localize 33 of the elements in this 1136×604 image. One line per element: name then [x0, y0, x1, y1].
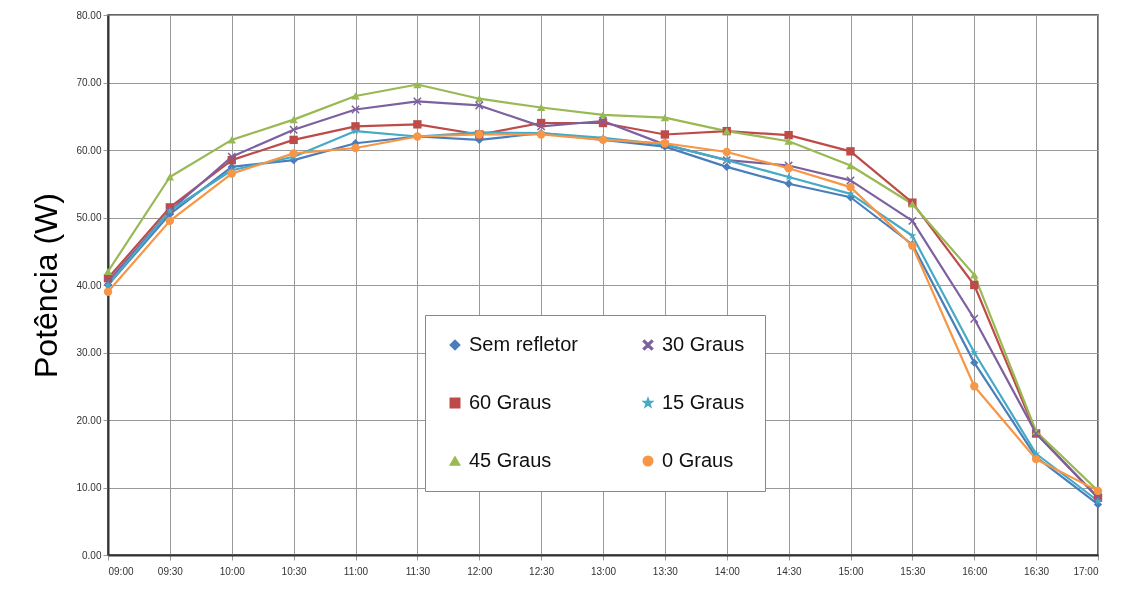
y-tick-label: 40.00: [76, 279, 102, 291]
x-tick-label: 09:00: [108, 565, 134, 577]
x-tick-label: 13:00: [590, 565, 617, 577]
x-tick-label: 15:30: [900, 565, 926, 577]
x-tick-label: 13:30: [652, 565, 679, 577]
y-tick-label: 80.00: [76, 9, 102, 21]
x-tick-label: 10:30: [281, 565, 308, 577]
legend-label: 0 Graus: [662, 449, 734, 471]
legend-label: 60 Graus: [469, 391, 552, 413]
x-tick-label: 12:30: [529, 565, 555, 577]
x-tick-label: 11:00: [343, 565, 369, 577]
legend-label: 45 Graus: [469, 449, 552, 471]
legend-label: 30 Graus: [662, 333, 745, 355]
x-tick-label: 17:00: [1073, 565, 1099, 577]
x-tick-label: 14:30: [776, 565, 803, 577]
y-tick-label: 10.00: [76, 482, 102, 493]
x-tick-label: 09:30: [157, 565, 184, 577]
y-tick-label: 60.00: [76, 144, 102, 156]
y-tick-label: 20.00: [76, 414, 102, 426]
legend-label: 15 Graus: [662, 391, 745, 413]
y-tick-label: 0.00: [82, 549, 102, 561]
x-tick-label: 10:00: [219, 565, 246, 577]
y-tick-label: 70.00: [76, 77, 102, 88]
y-tick-label: 30.00: [76, 347, 102, 358]
legend-label: Sem refletor: [469, 333, 579, 355]
y-tick-label: 50.00: [76, 212, 102, 223]
x-tick-label: 11:30: [405, 565, 431, 577]
y-axis-title: Potência (W): [28, 193, 65, 378]
x-tick-label: 14:00: [714, 565, 741, 577]
x-tick-label: 16:00: [962, 565, 988, 577]
x-tick-label: 16:30: [1024, 565, 1050, 577]
x-tick-label: 15:00: [838, 565, 864, 577]
x-tick-label: 12:00: [467, 565, 493, 577]
